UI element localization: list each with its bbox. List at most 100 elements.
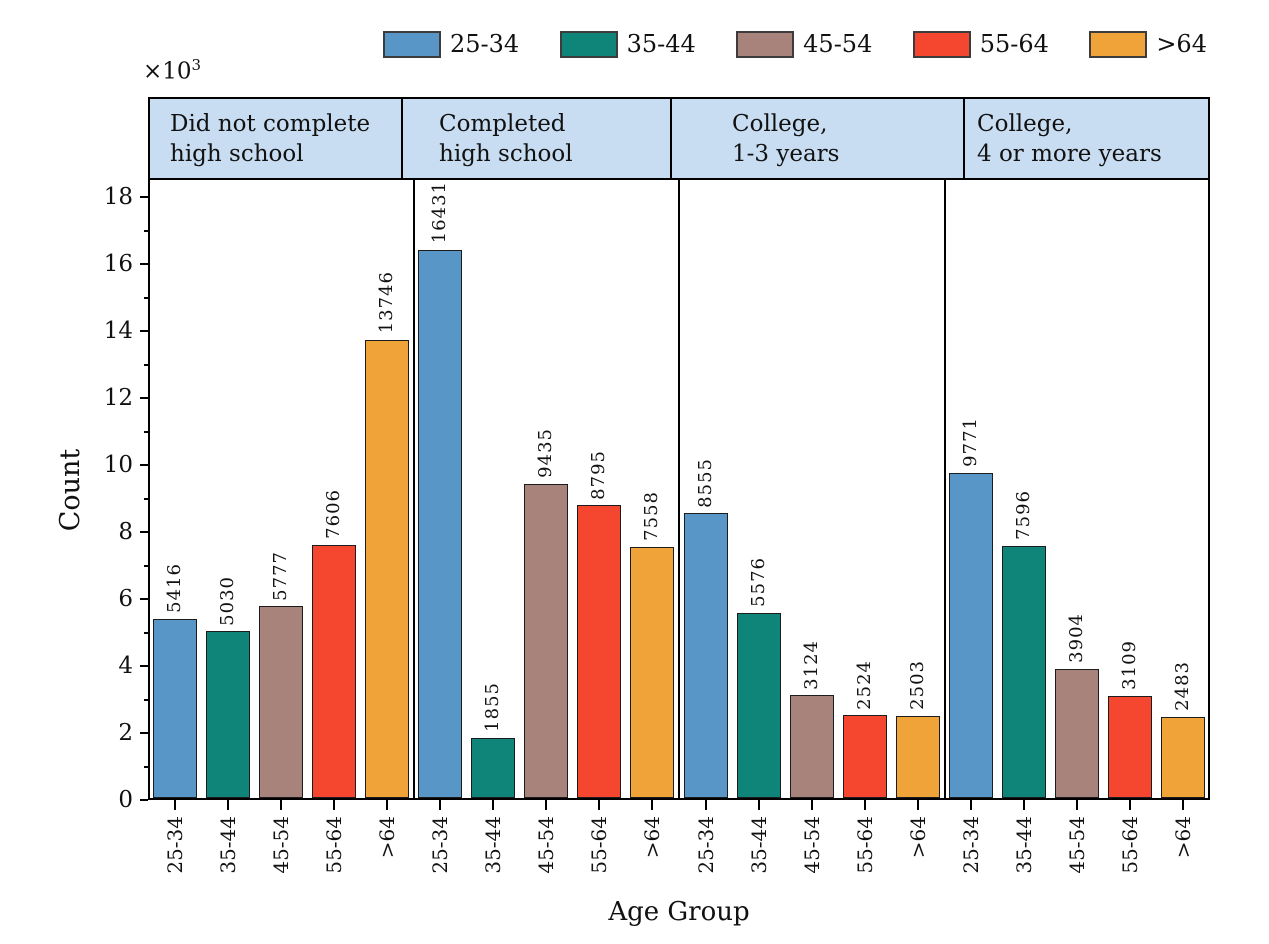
x-tick-label: 45-54 (268, 816, 293, 874)
bar (630, 546, 675, 798)
bar (842, 715, 887, 798)
y-minor-tick (144, 229, 148, 232)
bar-value-label: 2503 (907, 660, 929, 711)
legend: 25-34 35-44 45-54 55-64 >64 (383, 29, 1207, 59)
bar (152, 618, 197, 798)
y-minor-tick (144, 698, 148, 701)
panel-header-line: Did not complete (170, 110, 371, 137)
bar-value-label: 2483 (1172, 661, 1194, 711)
legend-item: 35-44 (559, 30, 696, 58)
x-tick-label: 55-64 (852, 816, 877, 874)
panel-header: College, 1-3 years (670, 99, 963, 178)
bar-value-label: 3109 (1119, 640, 1141, 690)
x-tick (545, 800, 548, 810)
legend-item: 55-64 (912, 30, 1049, 58)
legend-label: 25-34 (450, 30, 520, 58)
x-axis-title: Age Group (608, 897, 750, 927)
bar (949, 472, 994, 798)
bar-value-label: 13746 (376, 271, 398, 334)
panel-header-line: Completed (439, 110, 566, 137)
panel-divider (678, 180, 680, 800)
x-tick (439, 800, 442, 810)
panel-header-line: high school (439, 140, 573, 167)
bar (1055, 669, 1100, 798)
y-axis-multiplier-base: ×10 (143, 58, 192, 85)
y-tick-label: 0 (118, 787, 133, 813)
x-tick (651, 800, 654, 810)
y-tick (140, 397, 148, 399)
x-tick-label: 25-34 (428, 816, 453, 874)
bar-value-label: 7606 (322, 489, 344, 540)
bar (1002, 545, 1047, 798)
bar (577, 505, 622, 798)
legend-item: 25-34 (383, 30, 520, 58)
y-minor-tick (144, 631, 148, 634)
x-tick (492, 800, 495, 810)
y-tick-label: 10 (103, 452, 133, 478)
y-minor-tick (144, 430, 148, 433)
bar-value-label: 2524 (853, 659, 875, 710)
bar-value-label: 16431 (429, 181, 451, 244)
panel-header-line: College, (977, 110, 1073, 137)
x-tick (757, 800, 760, 810)
x-tick-label: >64 (640, 816, 665, 859)
bar (205, 631, 250, 798)
legend-item: >64 (1089, 30, 1207, 58)
x-tick-label: 25-34 (959, 816, 984, 874)
y-tick (140, 330, 148, 332)
legend-label: 55-64 (979, 30, 1049, 58)
x-tick (385, 800, 388, 810)
bar (258, 606, 303, 798)
y-axis-multiplier-exponent: 3 (191, 56, 202, 74)
bar-value-label: 5030 (216, 575, 238, 626)
bar-value-label: 3904 (1066, 613, 1088, 664)
y-tick (140, 732, 148, 734)
x-tick (1076, 800, 1079, 810)
y-tick (140, 263, 148, 265)
y-tick-label: 18 (103, 184, 133, 210)
y-tick-label: 14 (103, 318, 133, 344)
bar (1161, 716, 1206, 798)
x-tick-label: >64 (905, 816, 930, 859)
legend-swatch (1089, 30, 1148, 58)
y-tick-label: 2 (118, 720, 133, 746)
legend-swatch (383, 30, 441, 58)
x-tick-label: 35-44 (215, 816, 240, 874)
x-tick-label: 55-64 (587, 816, 612, 874)
x-tick-label: 35-44 (746, 816, 771, 874)
x-tick-label: 35-44 (1012, 816, 1037, 874)
x-tick-label: 55-64 (1118, 816, 1143, 874)
x-tick (332, 800, 335, 810)
panel-header: Completed high school (401, 99, 670, 178)
x-tick (704, 800, 707, 810)
legend-swatch (559, 30, 618, 58)
y-tick (140, 464, 148, 466)
bar (471, 737, 516, 798)
x-tick-label: >64 (1171, 816, 1196, 859)
panel-divider (943, 180, 946, 800)
bar-value-label: 8555 (694, 457, 716, 508)
x-tick-label: 25-34 (162, 816, 187, 874)
y-tick (140, 799, 148, 801)
bar (895, 716, 940, 798)
y-minor-tick (144, 497, 148, 500)
bar-value-label: 9435 (535, 428, 557, 478)
bar (418, 249, 463, 798)
y-tick-label: 4 (118, 653, 133, 679)
legend-label: 45-54 (803, 30, 873, 58)
bar-value-label: 7558 (641, 491, 663, 541)
bar-value-label: 8795 (588, 449, 610, 500)
legend-item: 45-54 (736, 30, 873, 58)
x-tick (1129, 800, 1132, 810)
bar (524, 483, 569, 798)
bar-value-label: 1855 (482, 682, 504, 732)
y-tick-label: 6 (118, 586, 133, 612)
y-tick-label: 8 (118, 519, 133, 545)
y-tick (140, 531, 148, 533)
y-tick (140, 598, 148, 600)
x-tick-label: 25-34 (693, 816, 718, 874)
bar-value-label: 5416 (163, 562, 185, 613)
y-tick (140, 196, 148, 198)
y-minor-tick (144, 765, 148, 768)
